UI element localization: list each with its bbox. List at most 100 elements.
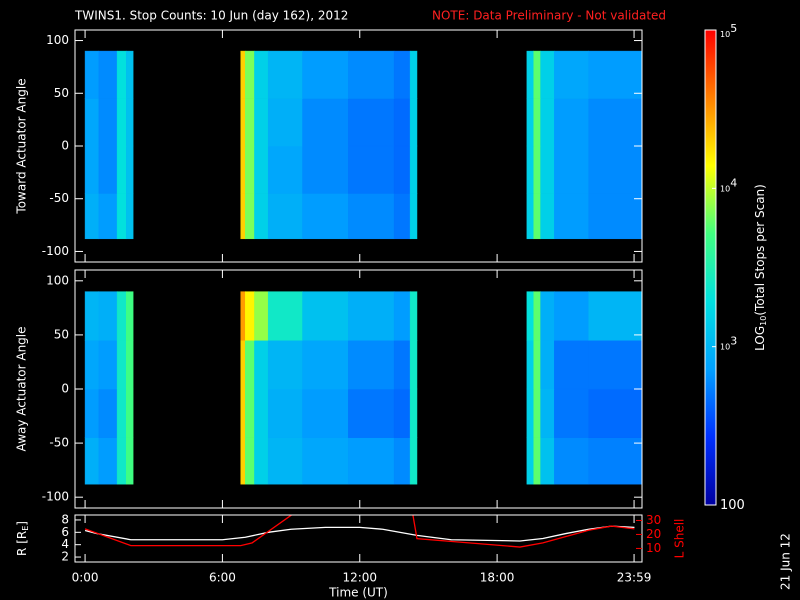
heatmap-cell [588,291,643,341]
y-axis-label: Toward Actuator Angle [15,78,29,214]
y-tick-label: 2 [61,550,69,564]
heatmap-cell [526,50,534,99]
heatmap-cell [393,388,411,438]
heatmap-cell [348,193,395,240]
heatmap-cell [588,145,643,194]
heatmap-cell [116,193,127,240]
heatmap-cell [302,98,349,147]
colorbar-tick-exponent: 5 [730,22,737,35]
heatmap-cell [409,388,418,438]
heatmap-cell [540,193,555,240]
heatmap-cell [302,145,349,194]
heatmap-cell [245,340,255,390]
heatmap-cell [533,340,541,390]
heatmap-cell [126,193,134,240]
heatmap-cell [540,98,555,147]
heatmap-cell [126,437,134,485]
colorbar-tick-label: 104 [720,176,737,193]
heatmap-cell [540,437,555,485]
heatmap-cell [245,193,255,240]
heatmap-cell [409,340,418,390]
heatmap-cell [348,340,395,390]
heatmap-cell [526,98,534,147]
heatmap-cell [588,388,643,438]
colorbar-label-part: 10 [759,316,768,326]
heatmap-cell [98,145,118,194]
heatmap-cell [98,437,118,485]
y-tick-label: 0 [61,139,69,153]
heatmap-cell [409,291,418,341]
heatmap-cell [240,291,246,341]
heatmap-cell [533,193,541,240]
heatmap-cell [267,291,303,341]
heatmap-cell [84,193,100,240]
heatmap-cell [348,50,395,99]
heatmap-cell [240,340,246,390]
colorbar-label-part: (Total Stops per Scan) [753,184,767,315]
heatmap-cell [116,291,127,341]
heatmap-cell [84,340,100,390]
heatmap-cell [126,50,134,99]
y-tick-label: -100 [42,490,69,504]
y-tick-label: 50 [54,86,69,100]
heatmap-cell [116,50,127,99]
heatmap-cell [84,98,100,147]
colorbar-tick-label: 103 [720,335,737,352]
heatmap-cell [393,437,411,485]
y2-tick-label: 20 [646,527,661,541]
y-tick-label: 100 [46,33,69,47]
heatmap-cell [540,340,555,390]
heatmap-cell [240,388,246,438]
heatmap-cell [409,98,418,147]
heatmap-cell [554,388,589,438]
note: NOTE: Data Preliminary - Not validated [432,9,666,23]
heatmap-cell [116,98,127,147]
heatmap-cell [245,145,255,194]
x-tick-label: 12:00 [342,571,377,585]
heatmap-cell [254,98,269,147]
heatmap-cell [240,145,246,194]
heatmap-cell [126,98,134,147]
heatmap-cell [126,291,134,341]
heatmap-cell [554,98,589,147]
heatmap-cell [245,50,255,99]
y-tick-label: 8 [61,512,69,526]
colorbar-tick-base: 10 [720,30,730,39]
heatmap-cell [245,98,255,147]
heatmap-cell [116,145,127,194]
heatmap-cell [393,145,411,194]
y-tick-label: 4 [61,537,69,551]
heatmap-cell [588,98,643,147]
y-tick-label: -100 [42,244,69,258]
heatmap-cell [254,50,269,99]
date-stamp: 21 Jun 12 [779,533,793,590]
heatmap-cell [526,340,534,390]
heatmap-cell [302,340,349,390]
heatmap-cell [393,291,411,341]
y-axis-label: Away Actuator Angle [15,326,29,451]
line [84,515,635,548]
heatmap-cell [393,193,411,240]
heatmap-cell [267,50,303,99]
heatmap-cell [540,291,555,341]
heatmap-cell [540,388,555,438]
heatmap-cell [116,437,127,485]
lines [84,515,635,548]
heatmap-cell [245,291,255,341]
x-axis-label: Time (UT) [328,586,388,600]
heatmap-cell [393,98,411,147]
heatmap-cell [98,50,118,99]
heatmap-cell [267,388,303,438]
heatmap-cell [348,388,395,438]
heatmap-cell [302,291,349,341]
y-tick-label: 100 [46,273,69,287]
title: TWINS1. Stop Counts: 10 Jun (day 162), 2… [74,9,348,23]
heatmap-cell [393,50,411,99]
y2-tick-label: 10 [646,541,661,555]
y-tick-label: 6 [61,525,69,539]
colorbar-tick-base: 100 [720,498,745,513]
colorbar-tick-exponent: 3 [730,335,737,348]
heatmap-cell [240,193,246,240]
heatmap-cell [526,437,534,485]
